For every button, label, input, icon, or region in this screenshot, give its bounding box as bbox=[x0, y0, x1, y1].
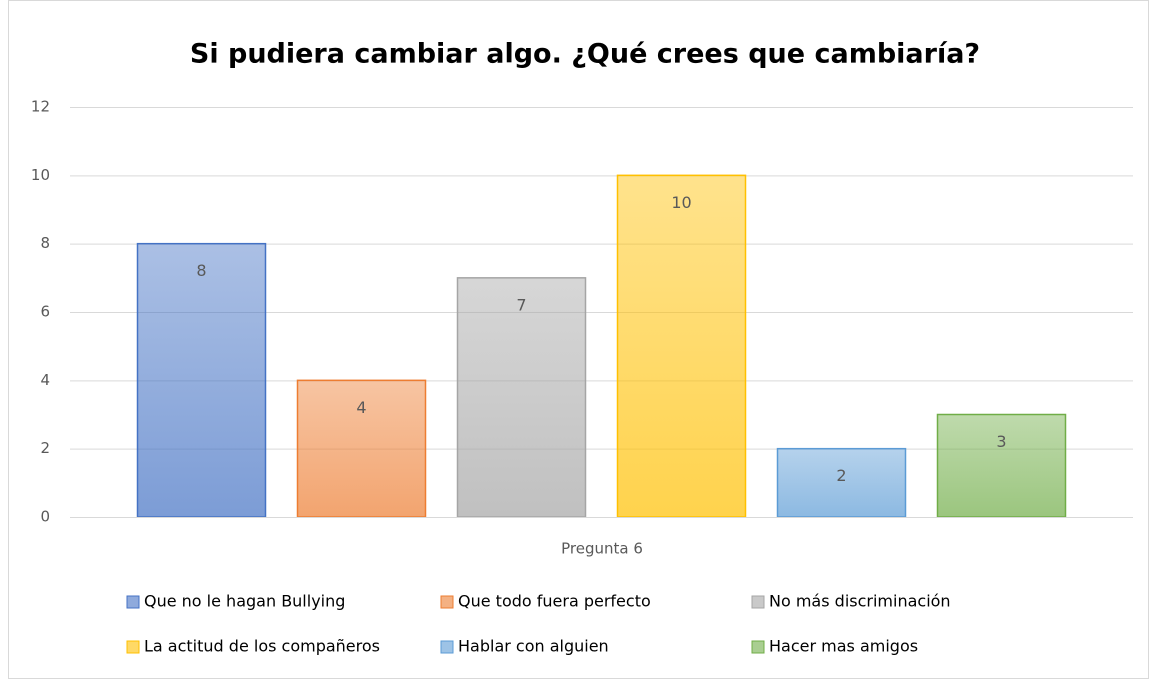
y-tick-label: 6 bbox=[40, 303, 50, 321]
bar bbox=[456, 277, 587, 518]
data-label: 10 bbox=[671, 193, 691, 212]
legend-swatch bbox=[751, 640, 765, 654]
chart-title: Si pudiera cambiar algo. ¿Qué crees que … bbox=[190, 39, 980, 70]
y-tick-label: 8 bbox=[40, 234, 50, 252]
data-label: 7 bbox=[516, 295, 526, 314]
legend-label: La actitud de los compañeros bbox=[144, 637, 380, 656]
legend-swatch bbox=[440, 595, 454, 609]
data-label: 8 bbox=[196, 261, 206, 280]
legend-label: No más discriminación bbox=[769, 592, 951, 611]
y-tick-label: 0 bbox=[40, 508, 50, 526]
y-tick-label: 12 bbox=[31, 98, 50, 116]
legend-label: Que no le hagan Bullying bbox=[144, 592, 345, 611]
data-label: 4 bbox=[356, 398, 366, 417]
data-label: 3 bbox=[996, 432, 1006, 451]
y-tick-label: 2 bbox=[40, 439, 50, 457]
bar bbox=[616, 174, 747, 518]
bar bbox=[936, 413, 1067, 518]
legend-swatch bbox=[126, 640, 140, 654]
legend-swatch bbox=[126, 595, 140, 609]
data-label: 2 bbox=[836, 466, 846, 485]
bar bbox=[776, 447, 907, 518]
legend-swatch bbox=[440, 640, 454, 654]
legend-label: Hacer mas amigos bbox=[769, 637, 918, 656]
y-tick-label: 10 bbox=[31, 166, 50, 184]
legend-swatch bbox=[751, 595, 765, 609]
x-axis-label: Pregunta 6 bbox=[561, 540, 643, 558]
legend-label: Hablar con alguien bbox=[458, 637, 609, 656]
legend-label: Que todo fuera perfecto bbox=[458, 592, 651, 611]
bar bbox=[296, 379, 427, 518]
y-tick-label: 4 bbox=[40, 371, 50, 389]
bar bbox=[136, 242, 267, 518]
